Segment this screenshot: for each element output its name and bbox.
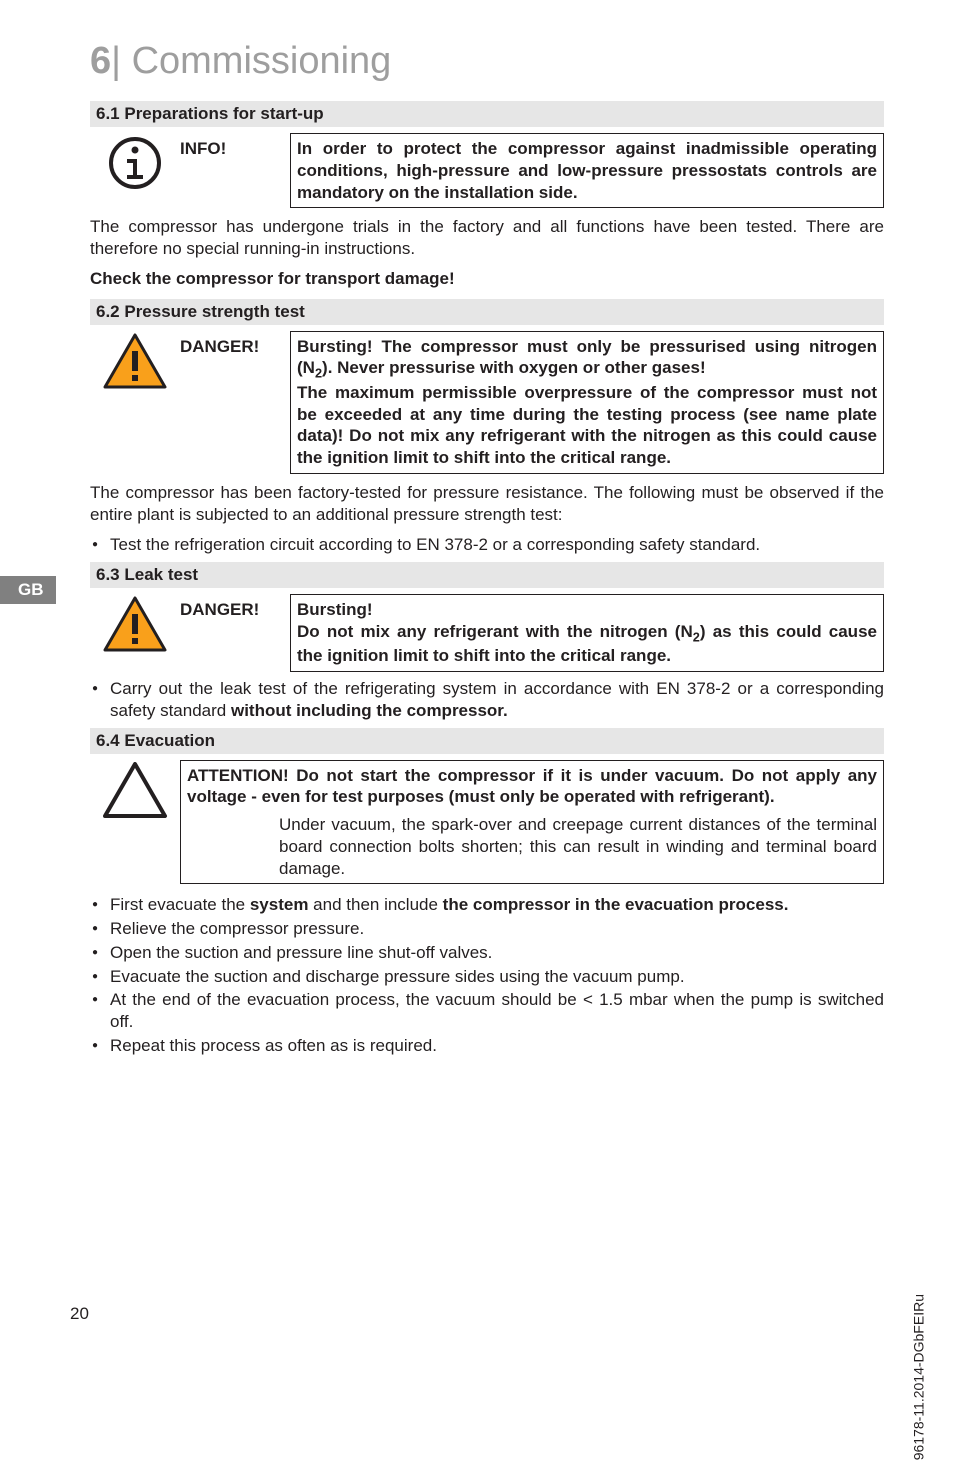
danger-callout-2: DANGER! Bursting! Do not mix any refrige… [90, 594, 884, 672]
chapter-title: 6| Commissioning [90, 40, 884, 83]
language-tab: GB [0, 576, 56, 604]
danger1-line1b: ). Never pressurise with oxygen or other… [322, 358, 706, 377]
list-item: Test the refrigeration circuit according… [90, 534, 884, 556]
b2-text-b: without including the compressor. [231, 701, 508, 720]
danger2-sub: 2 [693, 629, 700, 644]
list-item: Carry out the leak test of the refrigera… [90, 678, 884, 722]
danger-text-1: Bursting! The compressor must only be pr… [290, 331, 884, 474]
page-content: 6| Commissioning 6.1 Preparations for st… [0, 0, 954, 1093]
section-6-1: 6.1 Preparations for start-up [90, 101, 884, 127]
bullet-list-1: Test the refrigeration circuit according… [90, 534, 884, 556]
attention-callout: ATTENTION! Do not start the compressor i… [90, 760, 884, 885]
danger1-line2: The maximum permissible overpressure of … [297, 383, 877, 467]
danger-callout-1: DANGER! Bursting! The compressor must on… [90, 331, 884, 474]
info-label: INFO! [180, 133, 290, 159]
paragraph-check-transport: Check the compressor for transport damag… [90, 268, 884, 290]
paragraph-trials: The compressor has undergone trials in t… [90, 216, 884, 260]
section-6-3: 6.3 Leak test [90, 562, 884, 588]
attention-label: ATTENTION! [187, 766, 289, 785]
list-item: Evacuate the suction and discharge press… [90, 966, 884, 988]
bl1b: system [250, 895, 309, 914]
attention-icon [90, 760, 180, 822]
page-number: 20 [70, 1304, 89, 1324]
danger-label-1: DANGER! [180, 331, 290, 357]
section-6-2: 6.2 Pressure strength test [90, 299, 884, 325]
danger-icon [90, 594, 180, 656]
bl1a: First evacuate the [110, 895, 250, 914]
document-code: 96178-11.2014-DGbFEIRu [910, 1294, 926, 1460]
info-text: In order to protect the compressor again… [290, 133, 884, 208]
list-item: Repeat this process as often as is requi… [90, 1035, 884, 1057]
danger2-line2a: Do not mix any refrigerant with the nitr… [297, 622, 693, 641]
danger-icon [90, 331, 180, 393]
danger2-line1: Bursting! [297, 600, 373, 619]
list-item: Open the suction and pressure line shut-… [90, 942, 884, 964]
bullet-list-3: First evacuate the system and then inclu… [90, 894, 884, 1056]
danger-text-2: Bursting! Do not mix any refrigerant wit… [290, 594, 884, 672]
bl1c: and then include [308, 895, 442, 914]
list-item: First evacuate the system and then inclu… [90, 894, 884, 916]
danger1-sub: 2 [315, 366, 322, 381]
attention-text: ATTENTION! Do not start the compressor i… [180, 760, 884, 885]
attention-plain: Under vacuum, the spark-over and creepag… [187, 814, 877, 879]
chapter-bar: | [111, 40, 121, 82]
chapter-number: 6 [90, 40, 111, 82]
attention-bold: Do not start the compressor if it is und… [187, 766, 877, 807]
list-item: At the end of the evacuation process, th… [90, 989, 884, 1033]
list-item: Relieve the compressor pressure. [90, 918, 884, 940]
danger-label-2: DANGER! [180, 594, 290, 620]
chapter-text: Commissioning [121, 40, 391, 82]
section-6-4: 6.4 Evacuation [90, 728, 884, 754]
info-callout: INFO! In order to protect the compressor… [90, 133, 884, 208]
bl1d: the compressor in the evacuation process… [443, 895, 789, 914]
paragraph-factory-tested: The compressor has been factory-tested f… [90, 482, 884, 526]
info-icon [90, 133, 180, 191]
bullet-list-2: Carry out the leak test of the refrigera… [90, 678, 884, 722]
